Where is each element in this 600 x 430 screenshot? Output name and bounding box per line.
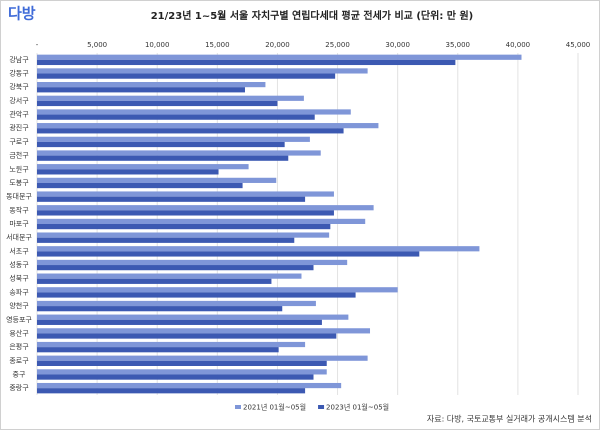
y-tick-label: 중구 xyxy=(13,370,26,378)
legend-swatch xyxy=(318,405,325,409)
bar xyxy=(37,314,349,320)
x-tick-label: 25,000 xyxy=(325,41,350,49)
bar xyxy=(37,300,316,307)
bar xyxy=(37,123,379,129)
y-tick-label: 종로구 xyxy=(9,357,29,365)
bar xyxy=(37,114,315,120)
bar xyxy=(37,150,321,156)
bar xyxy=(37,374,314,380)
bar xyxy=(37,265,314,271)
bar xyxy=(37,54,522,60)
source: 자료: 다방, 국토교통부 실거래가 공개시스템 분석 xyxy=(427,414,592,424)
bar xyxy=(37,218,366,224)
bar xyxy=(37,251,420,257)
y-tick-label: 노원구 xyxy=(9,164,29,173)
y-tick-label: 강남구 xyxy=(9,55,29,64)
y-tick-label: 양천구 xyxy=(9,301,29,310)
bar xyxy=(37,278,272,284)
bar xyxy=(37,292,356,298)
bar xyxy=(37,232,330,238)
bar xyxy=(37,341,306,348)
bar xyxy=(37,191,334,197)
bar xyxy=(37,169,219,175)
bar xyxy=(37,287,398,293)
bar xyxy=(37,273,302,279)
bar xyxy=(37,73,336,79)
x-tick-label: 35,000 xyxy=(446,41,471,49)
bar xyxy=(37,210,334,216)
bar xyxy=(37,328,371,334)
bar xyxy=(37,87,245,93)
x-tick-label: 15,000 xyxy=(205,41,230,49)
y-tick-label: 금천구 xyxy=(9,151,29,160)
y-tick-label: 서대문구 xyxy=(6,233,32,242)
bar xyxy=(37,388,306,394)
bar xyxy=(37,355,368,361)
y-tick-label: 용산구 xyxy=(9,328,29,337)
y-tick-label: 서초구 xyxy=(9,246,29,255)
bar xyxy=(37,164,249,170)
bar xyxy=(37,141,285,148)
y-tick-label: 도봉구 xyxy=(9,179,29,187)
bar xyxy=(37,360,327,366)
x-tick-label: - xyxy=(36,41,39,49)
bar xyxy=(37,136,310,142)
chart-title: 21/23년 1~5월 서울 자치구별 연립다세대 평균 전세가 비교 (단위:… xyxy=(151,9,474,22)
y-tick-label: 영등포구 xyxy=(6,315,32,324)
bar xyxy=(37,369,327,375)
x-tick-label: 40,000 xyxy=(506,41,531,49)
y-tick-label: 성동구 xyxy=(9,260,29,269)
bar xyxy=(37,347,279,353)
y-tick-label: 강동구 xyxy=(9,69,29,78)
x-tick-label: 20,000 xyxy=(265,41,290,49)
x-tick-label: 45,000 xyxy=(566,41,591,49)
y-tick-label: 송파구 xyxy=(9,287,29,296)
y-tick-label: 동대문구 xyxy=(6,193,32,201)
y-tick-label: 강서구 xyxy=(9,96,29,105)
logo: 다방 xyxy=(8,5,36,23)
y-tick-label: 성북구 xyxy=(9,274,29,283)
legend-label: 2021년 01월~05월 xyxy=(243,403,306,412)
bar xyxy=(37,82,266,88)
x-tick-label: 5,000 xyxy=(87,41,107,49)
bar xyxy=(37,205,374,211)
legend-label: 2023년 01월~05월 xyxy=(326,403,389,412)
bar xyxy=(37,224,331,230)
y-tick-label: 은평구 xyxy=(9,342,29,351)
legend-swatch xyxy=(235,405,241,409)
bar xyxy=(37,95,304,101)
bar xyxy=(37,333,337,339)
bar xyxy=(37,196,306,202)
bar xyxy=(37,128,344,134)
bar xyxy=(37,59,456,66)
y-tick-label: 동작구 xyxy=(9,205,29,214)
y-tick-label: 중랑구 xyxy=(9,384,29,392)
bar xyxy=(37,68,368,74)
y-tick-label: 관악구 xyxy=(9,110,29,119)
bar xyxy=(37,155,289,161)
bar xyxy=(37,259,348,266)
bar xyxy=(37,100,278,107)
y-tick-label: 구로구 xyxy=(9,138,29,146)
bar xyxy=(37,177,277,183)
bar xyxy=(37,306,283,312)
bar xyxy=(37,382,342,389)
bar xyxy=(37,109,351,115)
y-tick-label: 강북구 xyxy=(9,82,29,91)
y-tick-label: 마포구 xyxy=(9,219,29,228)
bar xyxy=(37,246,480,252)
x-tick-label: 10,000 xyxy=(145,41,170,49)
bar xyxy=(37,319,322,325)
y-tick-label: 광진구 xyxy=(9,123,29,132)
bar xyxy=(37,237,295,243)
x-tick-label: 30,000 xyxy=(385,41,410,49)
bar xyxy=(37,182,243,189)
